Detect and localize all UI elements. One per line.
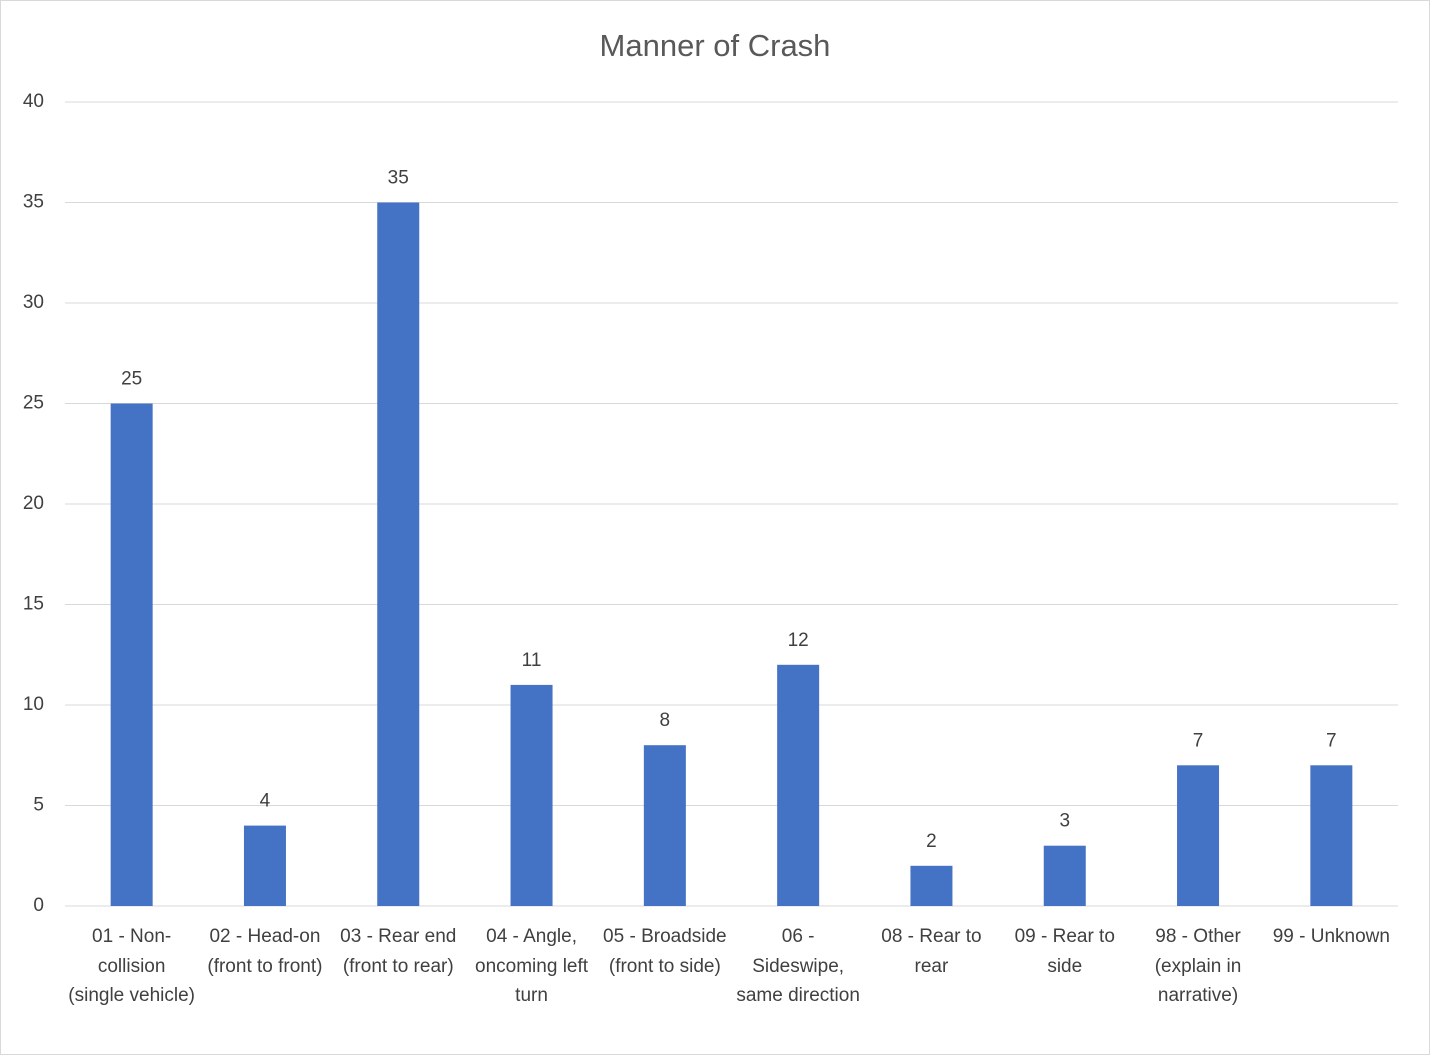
bar xyxy=(777,664,820,906)
x-tick-label: 08 - Rear to rear xyxy=(881,926,982,977)
data-label: 3 xyxy=(1059,811,1070,832)
data-label: 4 xyxy=(260,791,271,812)
y-tick-label: 35 xyxy=(23,192,44,213)
bar xyxy=(377,202,420,906)
x-tick-label: 06 - Sideswipe, same direction xyxy=(736,926,860,1006)
data-label: 2 xyxy=(926,831,937,852)
x-tick-label: 99 - Unknown xyxy=(1272,926,1390,947)
bar xyxy=(110,403,153,906)
y-tick-label: 30 xyxy=(23,292,44,313)
bar xyxy=(1177,765,1220,906)
bar xyxy=(910,865,953,906)
x-tick-label: 09 - Rear to side xyxy=(1014,926,1115,977)
data-label: 12 xyxy=(788,630,809,651)
data-label: 11 xyxy=(522,650,542,671)
y-tick-label: 15 xyxy=(23,594,44,615)
data-label: 7 xyxy=(1193,730,1204,751)
data-label: 8 xyxy=(660,710,671,731)
y-tick-label: 40 xyxy=(23,91,44,112)
x-tick-label: 04 - Angle, oncoming left turn xyxy=(475,926,589,1006)
bar xyxy=(243,825,286,906)
y-tick-label: 20 xyxy=(23,493,44,514)
chart-title: Manner of Crash xyxy=(600,28,831,63)
y-tick-label: 5 xyxy=(33,795,44,816)
x-tick-label: 02 - Head-on (front to front) xyxy=(207,926,323,977)
y-tick-label: 0 xyxy=(33,895,44,916)
data-label: 35 xyxy=(388,168,409,189)
y-tick-label: 10 xyxy=(23,694,44,715)
x-tick-label: 98 - Other (explain in narrative) xyxy=(1154,926,1242,1006)
x-tick-label: 03 - Rear end (front to rear) xyxy=(340,926,457,977)
bar xyxy=(1310,765,1353,906)
bar xyxy=(510,684,553,906)
bar xyxy=(643,745,686,906)
y-tick-label: 25 xyxy=(23,393,44,414)
data-label: 7 xyxy=(1326,730,1337,751)
x-tick-label: 01 - Non-collision (single vehicle) xyxy=(68,926,195,1006)
data-label: 25 xyxy=(121,369,142,390)
x-tick-label: 05 - Broadside (front to side) xyxy=(603,926,727,977)
bar xyxy=(1043,845,1086,906)
